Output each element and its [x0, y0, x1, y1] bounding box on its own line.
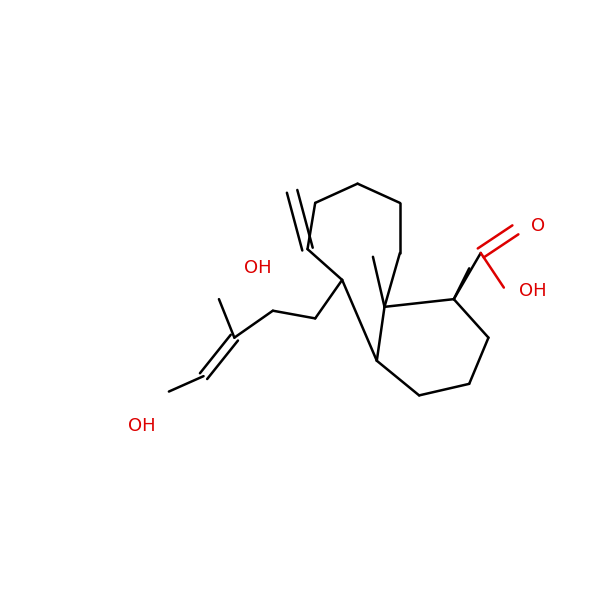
Text: O: O	[531, 217, 545, 235]
Text: OH: OH	[128, 417, 156, 435]
Text: OH: OH	[244, 259, 271, 277]
Text: OH: OH	[519, 283, 547, 301]
